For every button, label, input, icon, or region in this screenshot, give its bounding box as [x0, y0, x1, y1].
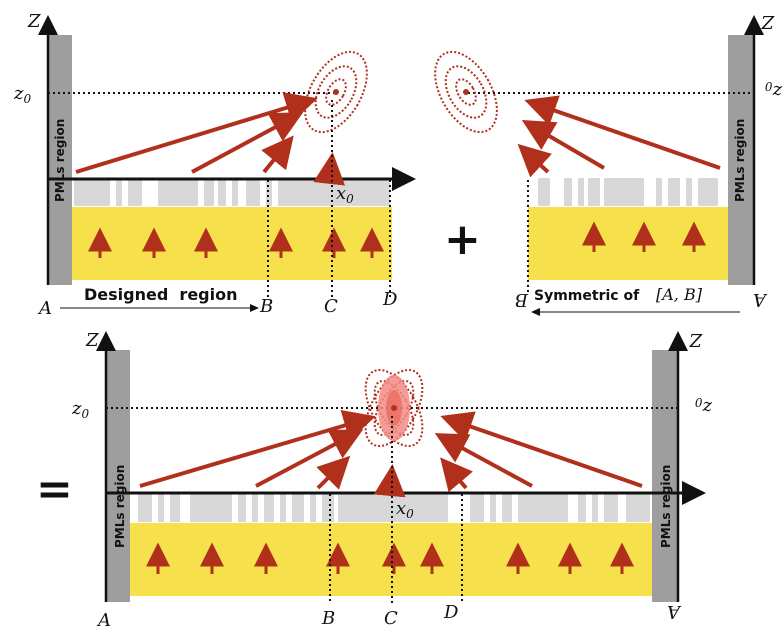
markers [267, 100, 391, 298]
source-arrows [146, 542, 634, 574]
pml-left [106, 350, 130, 602]
radiation-arrows [517, 95, 721, 178]
point-a: A [753, 289, 768, 310]
substrate [528, 207, 728, 280]
markers [329, 416, 463, 604]
plus-sign: + [444, 214, 481, 265]
pml-label: PMLs region [733, 119, 747, 202]
region-label: Designed region [84, 285, 238, 304]
pml-label-left: PMLs region [113, 465, 127, 548]
substrate [130, 523, 652, 596]
z-axis-label: Z [761, 11, 775, 32]
pml-left [48, 35, 72, 285]
pml-right [652, 350, 678, 602]
z0-label-left: z0 [71, 398, 89, 421]
point-a: A [37, 298, 52, 319]
grating [138, 494, 650, 522]
substrate [72, 207, 392, 280]
panel-a: PMLs region Z z0 [13, 11, 416, 319]
x0-label: x0 [336, 183, 354, 206]
point-b: B [515, 289, 529, 310]
point-b: B [259, 296, 273, 317]
z-axis-label: Z [27, 11, 41, 32]
z-axis-label-right: Z [689, 329, 703, 350]
source-arrows [582, 221, 706, 252]
panel-b: PMLs region Z z0 Symmetric of [A, B] B A [434, 11, 782, 316]
z0-label: z0 [765, 79, 782, 102]
point-a-left: A [96, 610, 111, 631]
pml-right [728, 35, 754, 285]
point-c: C [324, 296, 338, 317]
z-axis-label-left: Z [85, 330, 99, 351]
region-label: Symmetric of [534, 288, 640, 304]
point-d: D [443, 602, 459, 623]
grating [538, 178, 718, 206]
focus-spot [434, 50, 498, 134]
point-d: D [382, 289, 398, 310]
point-a-right: A [667, 601, 682, 622]
focus-spot [364, 369, 424, 447]
source-arrows [88, 227, 384, 258]
point-c: C [384, 608, 398, 629]
x0-label: x0 [396, 498, 414, 521]
z0-label-right: z0 [695, 395, 713, 418]
region-math: [A, B] [656, 285, 703, 304]
pml-label: PMLs region [53, 119, 67, 202]
panel-c: PMLs region PMLs region Z Z z0 z0 [71, 329, 713, 631]
equals-sign: = [36, 464, 73, 515]
point-b: B [321, 608, 335, 629]
z0-label: z0 [13, 83, 31, 106]
grating [74, 180, 390, 206]
pml-label-right: PMLs region [659, 465, 673, 548]
radiation-arrows [75, 92, 346, 186]
